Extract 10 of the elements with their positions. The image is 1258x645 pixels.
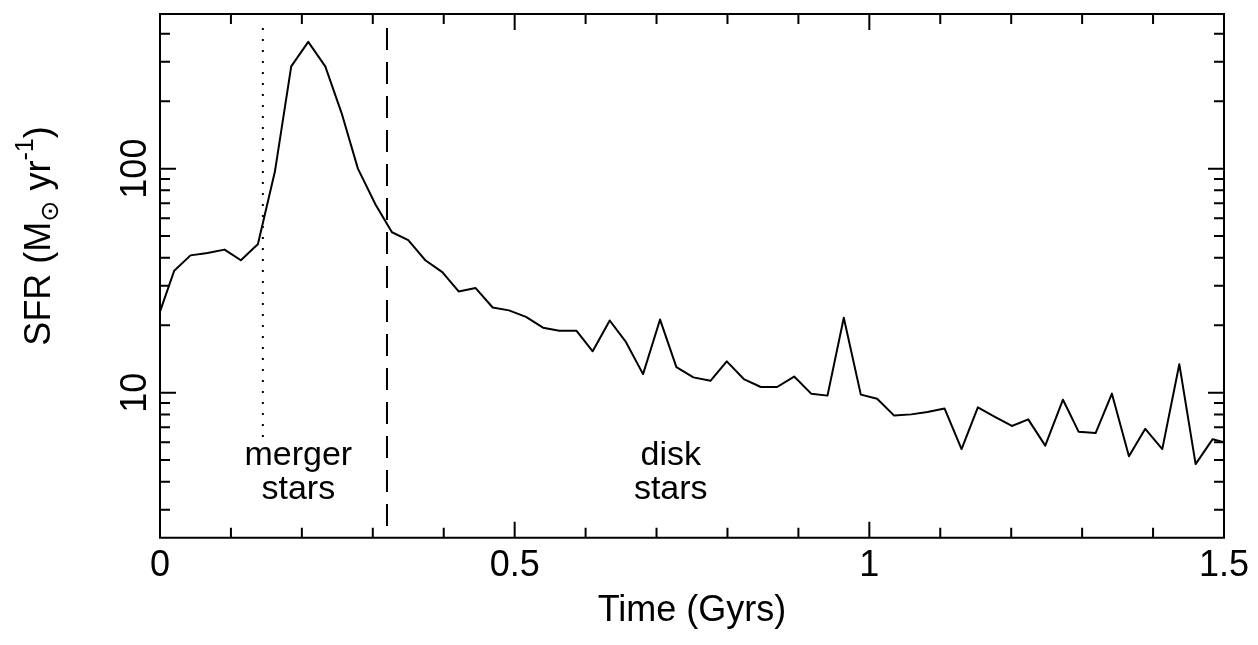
annotation: disk stars bbox=[633, 433, 708, 506]
x-tick-label: 0.5 bbox=[489, 542, 540, 584]
x-tick-label: 1 bbox=[859, 542, 880, 584]
x-tick-label: 0 bbox=[149, 542, 171, 584]
y-tick-label: 10 bbox=[113, 372, 154, 413]
y-axis-title: SFR (M⊙ yr-1) bbox=[9, 126, 63, 346]
x-tick-label: 1.5 bbox=[1198, 542, 1250, 584]
y-tick-label: 100 bbox=[113, 138, 154, 199]
x-axis-title: Time (Gyrs) bbox=[597, 588, 787, 630]
annotation: merger stars bbox=[244, 433, 353, 506]
